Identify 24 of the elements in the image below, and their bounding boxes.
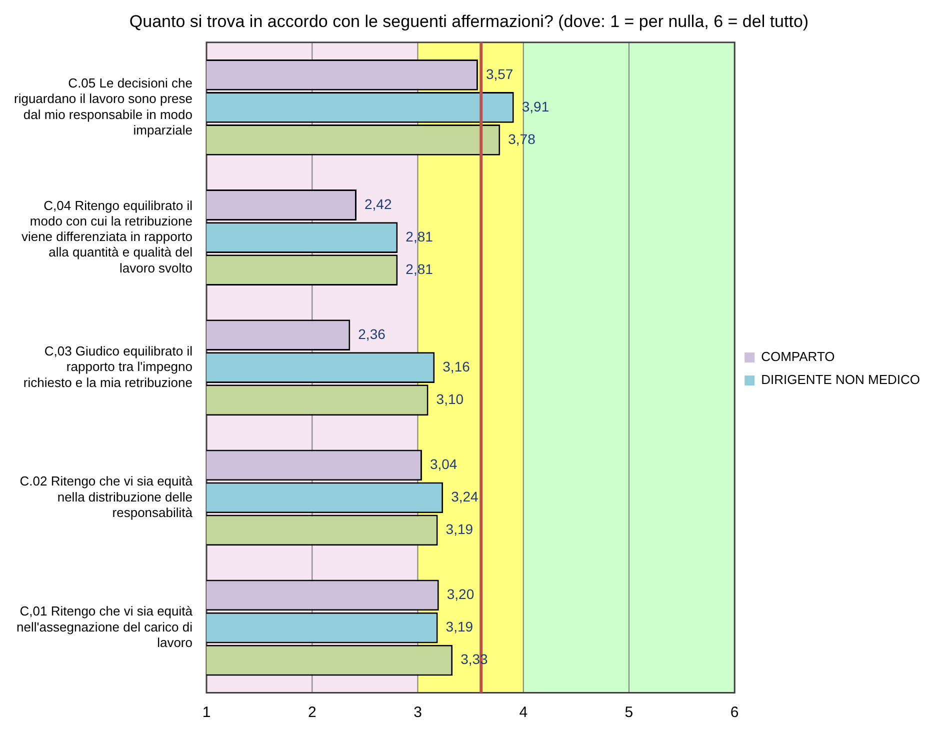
data-label: 2,36 [358,326,386,342]
data-label: 3,24 [451,488,479,505]
data-label: 3,57 [486,66,514,82]
x-tick-label: 6 [730,704,739,721]
x-tick-label: 2 [308,704,316,721]
y-tick-label: C.02 Ritengo che vi sia equità nella distribuzione delle responsabilità [20,474,194,520]
legend-label: COMPARTO [761,349,835,364]
data-label: 3,04 [430,456,458,472]
data-label: 3,10 [436,390,464,407]
x-tick-label: 5 [624,704,634,721]
y-tick-label: C,01 Ritengo che vi sia equità nell'assegnazione del carico di lavoro [16,604,194,650]
y-tick-label: C,04 Ritengo equilibrato il modo con cui la retribuzione viene differenziata in rapporto alla quantità e qualità del lavoro svolto [21,198,193,276]
y-tick-label: C.05 Le decisioni che riguardano il lavoro sono prese dal mio responsabile in modo imparziale [14,76,192,138]
x-tick-label: 1 [202,704,211,721]
data-label: 3,20 [446,586,474,602]
y-tick-label: C,03 Giudico equilibrato il rapporto tra l'impegno richiesto e la mia retribuzione [23,344,193,390]
legend-label: DIRIGENTE NON MEDICO [761,372,920,388]
data-label: 2,42 [364,196,392,212]
x-tick-label: 4 [519,704,528,721]
data-label: 3,19 [446,618,474,635]
chart-title: Quanto si trova in accordo con le seguenti affermazioni? (dove: 1 = per nulla, 6 = del tutto) [129,12,809,31]
data-label: 3,19 [446,521,474,538]
x-tick-label: 3 [414,704,422,721]
data-label: 3,16 [442,358,470,374]
